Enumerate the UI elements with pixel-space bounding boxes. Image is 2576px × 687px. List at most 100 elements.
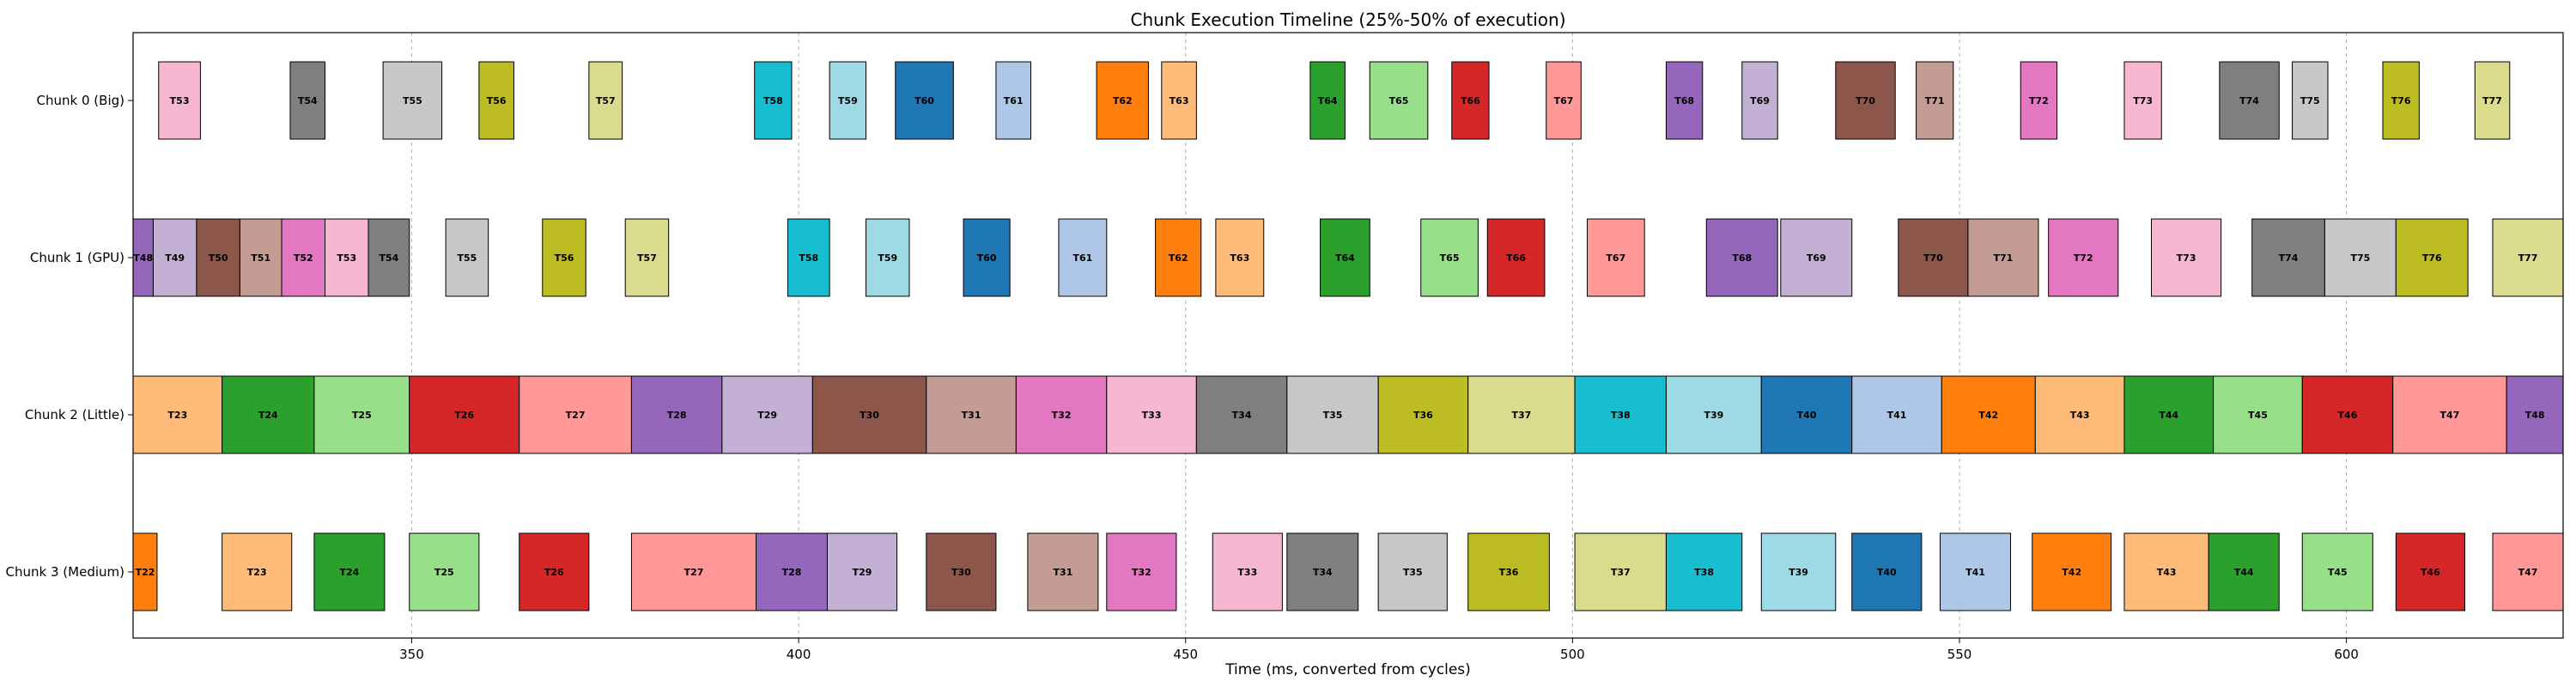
x-axis-label: Time (ms, converted from cycles) <box>1224 661 1471 678</box>
task-bar-label: T30 <box>860 410 879 421</box>
task-bar <box>1586 218 1645 297</box>
x-tick-label: 450 <box>1173 647 1198 662</box>
task-bar-label: T22 <box>136 567 155 578</box>
task-bar-label: T56 <box>487 95 507 106</box>
task-bar-group: T63 <box>1161 61 1197 140</box>
task-bar-label: T44 <box>2159 410 2178 421</box>
task-bar-label: T55 <box>403 95 422 106</box>
task-bar-label: T38 <box>1611 410 1631 421</box>
task-bar <box>1780 218 1853 297</box>
task-bar <box>1486 218 1546 297</box>
task-bar-label: T61 <box>1004 95 1024 106</box>
task-bar-group: T25 <box>409 532 480 611</box>
task-bar <box>2048 218 2119 297</box>
task-bar-group: T61 <box>1058 218 1108 297</box>
task-bar-label: T23 <box>167 410 187 421</box>
task-bar <box>2151 218 2222 297</box>
task-bar-label: T39 <box>1704 410 1723 421</box>
task-bar-label: T76 <box>2391 95 2411 106</box>
task-bar-group: T47 <box>2492 532 2564 611</box>
task-bar <box>1574 532 1667 611</box>
task-bar-group: T72 <box>2020 61 2058 140</box>
task-bar-label: T43 <box>2070 410 2090 421</box>
task-bar-label: T27 <box>684 567 704 578</box>
task-bar <box>152 218 197 297</box>
task-bar-group: T74 <box>2219 61 2280 140</box>
task-bar-group: T26 <box>519 532 590 611</box>
task-bar-group: T55 <box>382 61 443 140</box>
task-bar-label: T61 <box>1072 252 1092 264</box>
task-bar-label: T27 <box>566 410 586 421</box>
task-bar <box>2301 532 2373 611</box>
task-bar-label: T75 <box>2350 252 2370 264</box>
task-bar-group: T61 <box>995 61 1031 140</box>
chart-title: Chunk Execution Timeline (25%-50% of exe… <box>1130 9 1565 30</box>
task-bar-label: T29 <box>853 567 872 578</box>
task-bar-label: T64 <box>1318 95 1338 106</box>
task-bar-group: T38 <box>1665 532 1743 611</box>
task-bar-group: T73 <box>2123 61 2162 140</box>
task-bar-label: T62 <box>1113 95 1133 106</box>
task-bar-label: T52 <box>294 252 313 264</box>
task-bar-group: T70 <box>1898 218 1969 297</box>
task-bar <box>963 218 1011 297</box>
task-bar-group: T32 <box>1015 375 1108 454</box>
task-bar-label: T42 <box>2062 567 2081 578</box>
task-bar <box>624 218 670 297</box>
task-bar <box>926 532 997 611</box>
task-bar-label: T25 <box>434 567 454 578</box>
task-bar-label: T57 <box>637 252 657 264</box>
task-bar-label: T31 <box>962 410 981 421</box>
task-bar-label: T28 <box>667 410 687 421</box>
task-bar-label: T68 <box>1732 252 1752 264</box>
task-bar-group: T31 <box>926 375 1017 454</box>
task-bar <box>1320 218 1370 297</box>
task-bar <box>2492 218 2564 297</box>
task-bar-label: T59 <box>878 252 897 264</box>
task-bar-group: T56 <box>542 218 586 297</box>
task-bar-group: T24 <box>222 375 315 454</box>
task-bar-label: T39 <box>1789 567 1808 578</box>
task-bar-label: T37 <box>1611 567 1631 578</box>
task-bar-group: T71 <box>1967 218 2039 297</box>
task-bar-label: T45 <box>2248 410 2268 421</box>
task-bar-group: T68 <box>1665 61 1704 140</box>
task-bar-group: T22 <box>132 532 158 611</box>
task-bar-group: T24 <box>313 532 386 611</box>
task-bar-group: T39 <box>1760 532 1837 611</box>
task-bar-group: T75 <box>2292 61 2329 140</box>
task-bar-label: T36 <box>1413 410 1433 421</box>
task-bar <box>2292 61 2329 140</box>
task-bar-label: T31 <box>1053 567 1072 578</box>
task-bar-group: T76 <box>2395 218 2469 297</box>
task-bar <box>1898 218 1969 297</box>
task-bar <box>2474 61 2511 140</box>
task-bar-group: T57 <box>624 218 670 297</box>
task-bar-label: T66 <box>1506 252 1526 264</box>
task-bar-group: T44 <box>2208 532 2280 611</box>
task-bar <box>222 375 315 454</box>
task-bar-group: T41 <box>1851 375 1942 454</box>
task-bar <box>2382 61 2420 140</box>
task-bar-label: T70 <box>1856 95 1875 106</box>
task-bar-group: T59 <box>866 218 910 297</box>
task-bar-label: T65 <box>1389 95 1409 106</box>
task-bar <box>1665 61 1704 140</box>
task-bar-label: T65 <box>1440 252 1460 264</box>
x-tick-label: 350 <box>399 647 424 662</box>
task-bar-group: T49 <box>152 218 197 297</box>
task-bar <box>1420 218 1479 297</box>
task-bar-label: T46 <box>2338 410 2358 421</box>
task-bar <box>1546 61 1582 140</box>
task-bar-label: T67 <box>1554 95 1574 106</box>
task-bar <box>1760 532 1837 611</box>
task-bar <box>1665 375 1762 454</box>
task-bar <box>866 218 910 297</box>
task-bar-group: T59 <box>829 61 867 140</box>
task-bar <box>2392 375 2507 454</box>
task-bar-group: T47 <box>2392 375 2507 454</box>
task-bar <box>325 218 369 297</box>
task-bar <box>289 61 326 140</box>
task-bar-label: T26 <box>454 410 474 421</box>
task-bar-group: T58 <box>754 61 793 140</box>
